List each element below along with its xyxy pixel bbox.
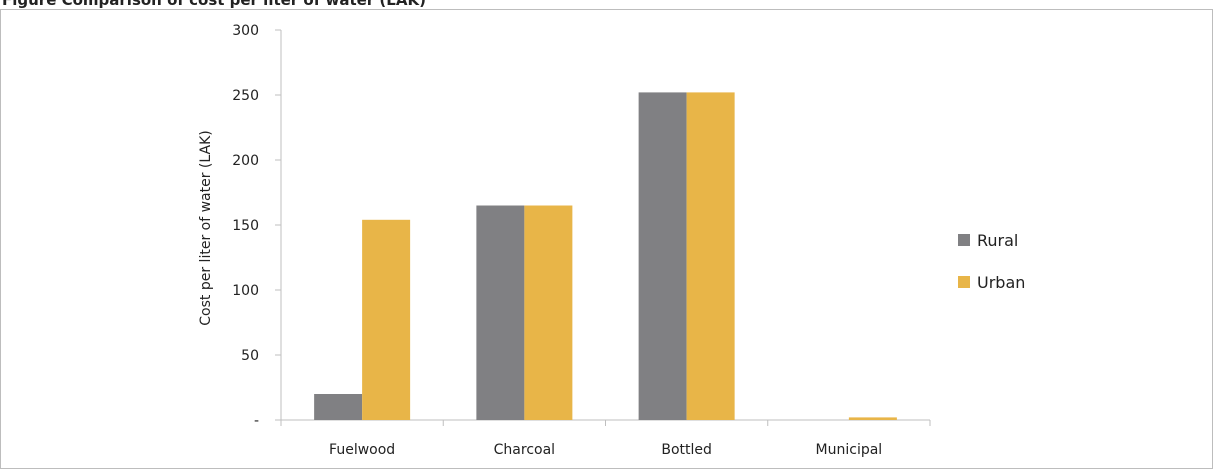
x-tick-label: Municipal <box>816 442 883 458</box>
legend-label-rural: Rural <box>977 231 1018 250</box>
x-tick-label: Fuelwood <box>329 442 395 458</box>
plot-area: - 50 100 150 200 250 300 Fuelwood Charcoal Bottle… <box>232 23 931 458</box>
y-axis-title: Cost per liter of water (LAK) <box>198 130 214 325</box>
figure-caption: Figure Comparison of cost per liter of w… <box>2 0 426 9</box>
bar-urban-municipal <box>848 417 897 420</box>
bar-urban-charcoal <box>524 205 573 420</box>
y-tick-label: 250 <box>232 88 259 104</box>
bar-rural-charcoal <box>476 205 525 420</box>
figure-caption-strip: Figure Comparison of cost per liter of w… <box>0 0 1215 10</box>
legend-swatch-urban <box>958 276 970 288</box>
legend: Rural Urban <box>958 231 1025 292</box>
x-tick-label: Charcoal <box>494 442 555 458</box>
y-tick-label: - <box>254 413 259 429</box>
y-tick-label: 300 <box>232 23 259 39</box>
bar-rural-bottled <box>638 92 687 421</box>
legend-swatch-rural <box>958 234 970 246</box>
bar-urban-bottled <box>686 92 735 421</box>
bar-urban-fuelwood <box>362 219 411 420</box>
bar-rural-fuelwood <box>314 394 363 420</box>
y-tick-label: 150 <box>232 218 259 234</box>
y-tick-label: 100 <box>232 283 259 299</box>
legend-label-urban: Urban <box>977 273 1025 292</box>
x-tick-label: Bottled <box>661 442 712 458</box>
y-tick-label: 50 <box>241 348 259 364</box>
y-tick-label: 200 <box>232 153 259 169</box>
